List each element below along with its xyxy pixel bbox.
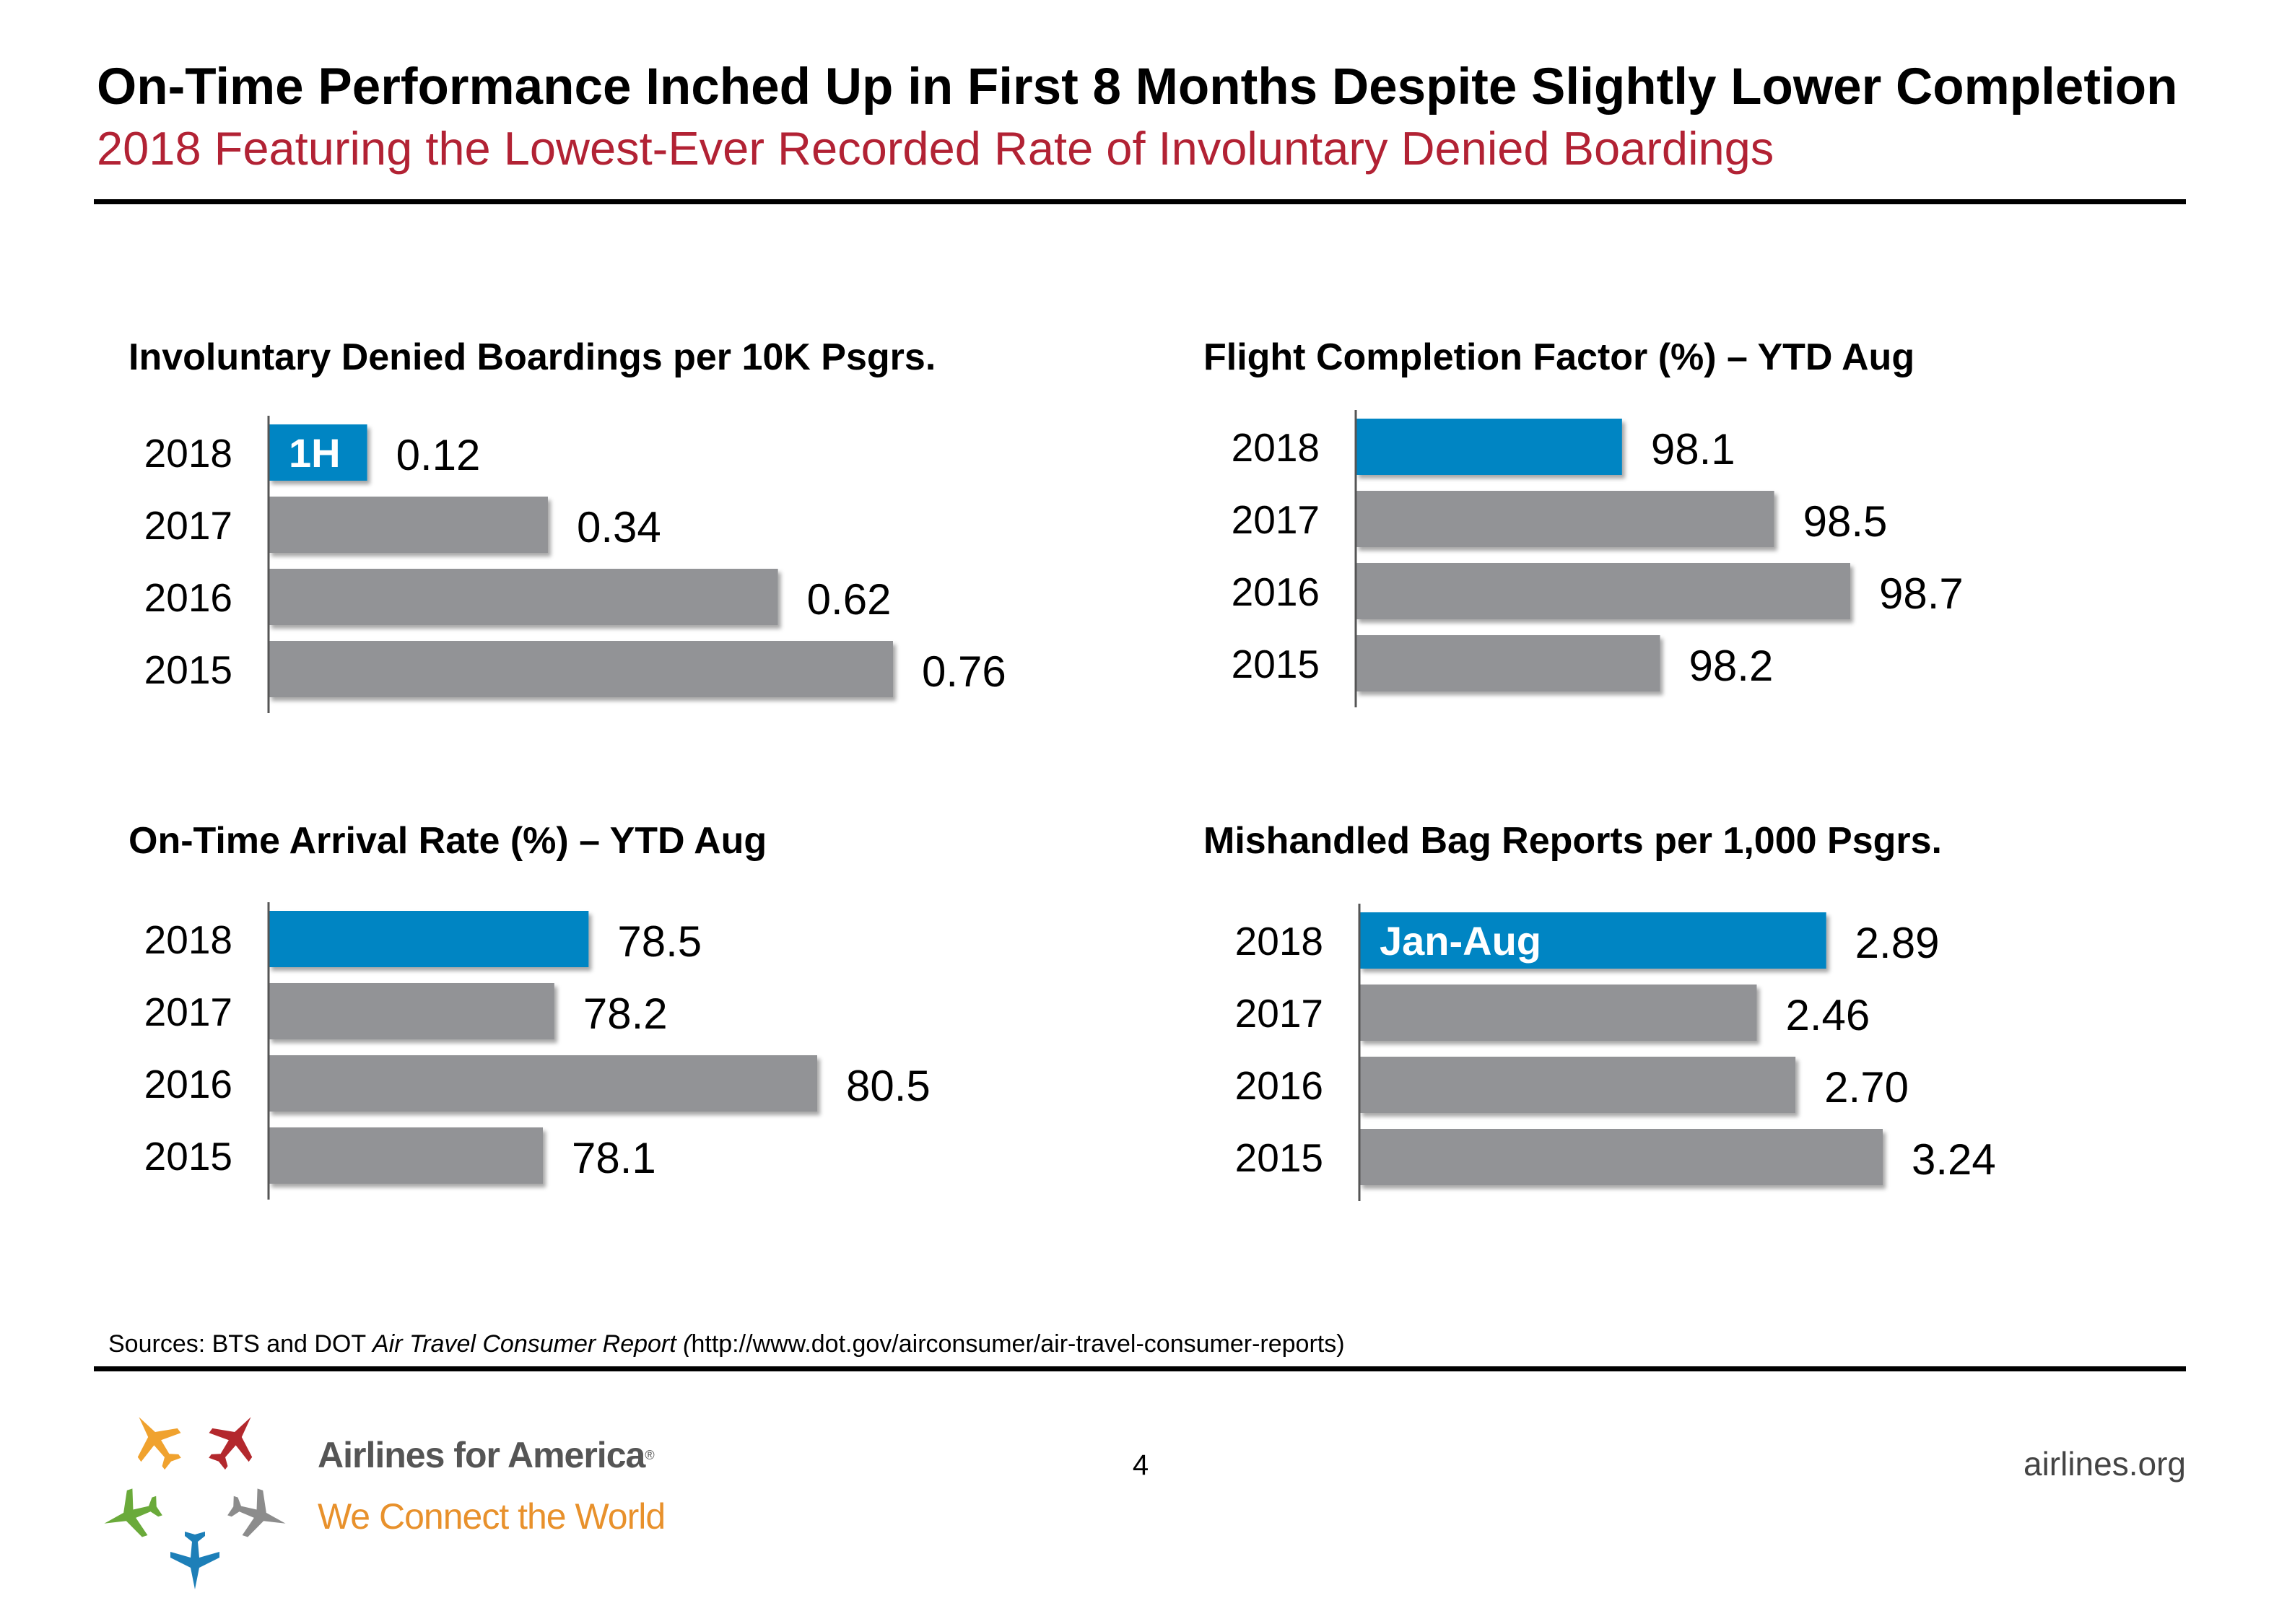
bar-2016 — [1359, 1057, 1796, 1113]
brand-name: Airlines for America® — [318, 1433, 655, 1477]
bar-note-label: Jan-Aug — [1380, 918, 1541, 964]
bar-2018 — [1356, 419, 1622, 475]
value-label: 2.70 — [1824, 1063, 1909, 1112]
registered-mark: ® — [645, 1448, 654, 1462]
page-subtitle: 2018 Featuring the Lowest-Ever Recorded … — [97, 122, 1774, 175]
category-label: 2015 — [1232, 642, 1320, 686]
chart-title: Mishandled Bag Reports per 1,000 Psgrs. — [1203, 820, 1942, 862]
value-label: 98.5 — [1803, 497, 1888, 546]
value-label: 98.2 — [1689, 642, 1774, 690]
value-label: 2.89 — [1855, 919, 1940, 967]
value-label: 3.24 — [1912, 1135, 1996, 1184]
bar-2018 — [1359, 912, 1826, 969]
value-label: 78.1 — [572, 1134, 656, 1182]
logo-plane-green — [104, 1488, 162, 1537]
category-label: 2015 — [144, 1134, 232, 1179]
logo-plane-gray — [227, 1488, 286, 1537]
category-label: 2018 — [144, 917, 232, 962]
bar-2015 — [269, 641, 893, 697]
value-label: 80.5 — [846, 1062, 931, 1110]
category-label: 2016 — [144, 575, 232, 620]
category-label: 2017 — [1232, 497, 1320, 542]
category-label: 2015 — [144, 647, 232, 692]
chart-panel-4: Mishandled Bag Reports per 1,000 Psgrs. 2… — [1203, 820, 1996, 1201]
category-label: 2016 — [144, 1062, 232, 1106]
category-label: 2018 — [1235, 919, 1323, 964]
chart-title: On-Time Arrival Rate (%) – YTD Aug — [128, 820, 767, 862]
chart-title: Involuntary Denied Boardings per 10K Psg… — [128, 336, 936, 378]
category-label: 2017 — [144, 990, 232, 1034]
value-label: 98.1 — [1651, 425, 1735, 473]
brand-name-text: Airlines for America — [318, 1435, 645, 1475]
value-label: 78.5 — [617, 917, 702, 966]
bar-2016 — [1356, 563, 1850, 619]
logo-plane-orange — [137, 1417, 181, 1470]
bar-2015 — [1359, 1129, 1883, 1185]
bar-2017 — [1356, 491, 1774, 547]
category-label: 2017 — [1235, 991, 1323, 1036]
category-label: 2018 — [144, 431, 232, 476]
bar-2015 — [1356, 635, 1660, 691]
header-divider — [94, 199, 2186, 204]
bar-note-label: 1H — [289, 430, 341, 476]
value-label: 98.7 — [1879, 569, 1964, 618]
bar-2017 — [1359, 985, 1757, 1041]
page-title: On-Time Performance Inched Up in First 8… — [97, 58, 2178, 115]
value-label: 78.2 — [583, 990, 668, 1038]
bar-2017 — [269, 983, 554, 1039]
chart-panel-3: On-Time Arrival Rate (%) – YTD Aug 2018 78… — [128, 820, 931, 1200]
category-label: 2017 — [144, 503, 232, 548]
value-label: 0.62 — [807, 575, 892, 624]
sources-report-name: Air Travel Consumer Report ( — [372, 1330, 692, 1358]
category-label: 2016 — [1232, 569, 1320, 614]
value-label: 0.34 — [577, 503, 661, 551]
logo-plane-red — [209, 1417, 253, 1470]
chart-title: Flight Completion Factor (%) – YTD Aug — [1203, 336, 1914, 378]
site-link[interactable]: airlines.org — [2023, 1445, 2186, 1483]
page-number: 4 — [1132, 1449, 1149, 1481]
category-label: 2016 — [1235, 1063, 1323, 1108]
value-label: 0.12 — [396, 431, 481, 479]
category-label: 2018 — [1232, 425, 1320, 470]
chart-panel-2: Flight Completion Factor (%) – YTD Aug 20… — [1203, 336, 1964, 707]
value-label: 2.46 — [1785, 991, 1870, 1039]
bar-2015 — [269, 1127, 543, 1184]
category-label: 2015 — [1235, 1135, 1323, 1180]
sources-url: http://www.dot.gov/airconsumer/air-trave… — [691, 1330, 1345, 1358]
chart-panel-1: Involuntary Denied Boardings per 10K Psg… — [128, 336, 1006, 713]
bar-2017 — [269, 497, 548, 553]
airplanes-star-logo-icon — [104, 1417, 286, 1589]
value-label: 0.76 — [922, 647, 1006, 696]
bar-2016 — [269, 1055, 817, 1112]
brand-tagline: We Connect the World — [318, 1496, 666, 1537]
sources-note: Sources: BTS and DOT Air Travel Consumer… — [108, 1328, 1345, 1360]
bar-2018 — [269, 424, 367, 481]
logo-plane-blue — [170, 1532, 219, 1589]
sources-prefix: Sources: BTS and DOT — [108, 1330, 373, 1358]
bar-2016 — [269, 569, 778, 625]
bar-2018 — [269, 911, 589, 967]
footer-divider — [94, 1366, 2186, 1371]
